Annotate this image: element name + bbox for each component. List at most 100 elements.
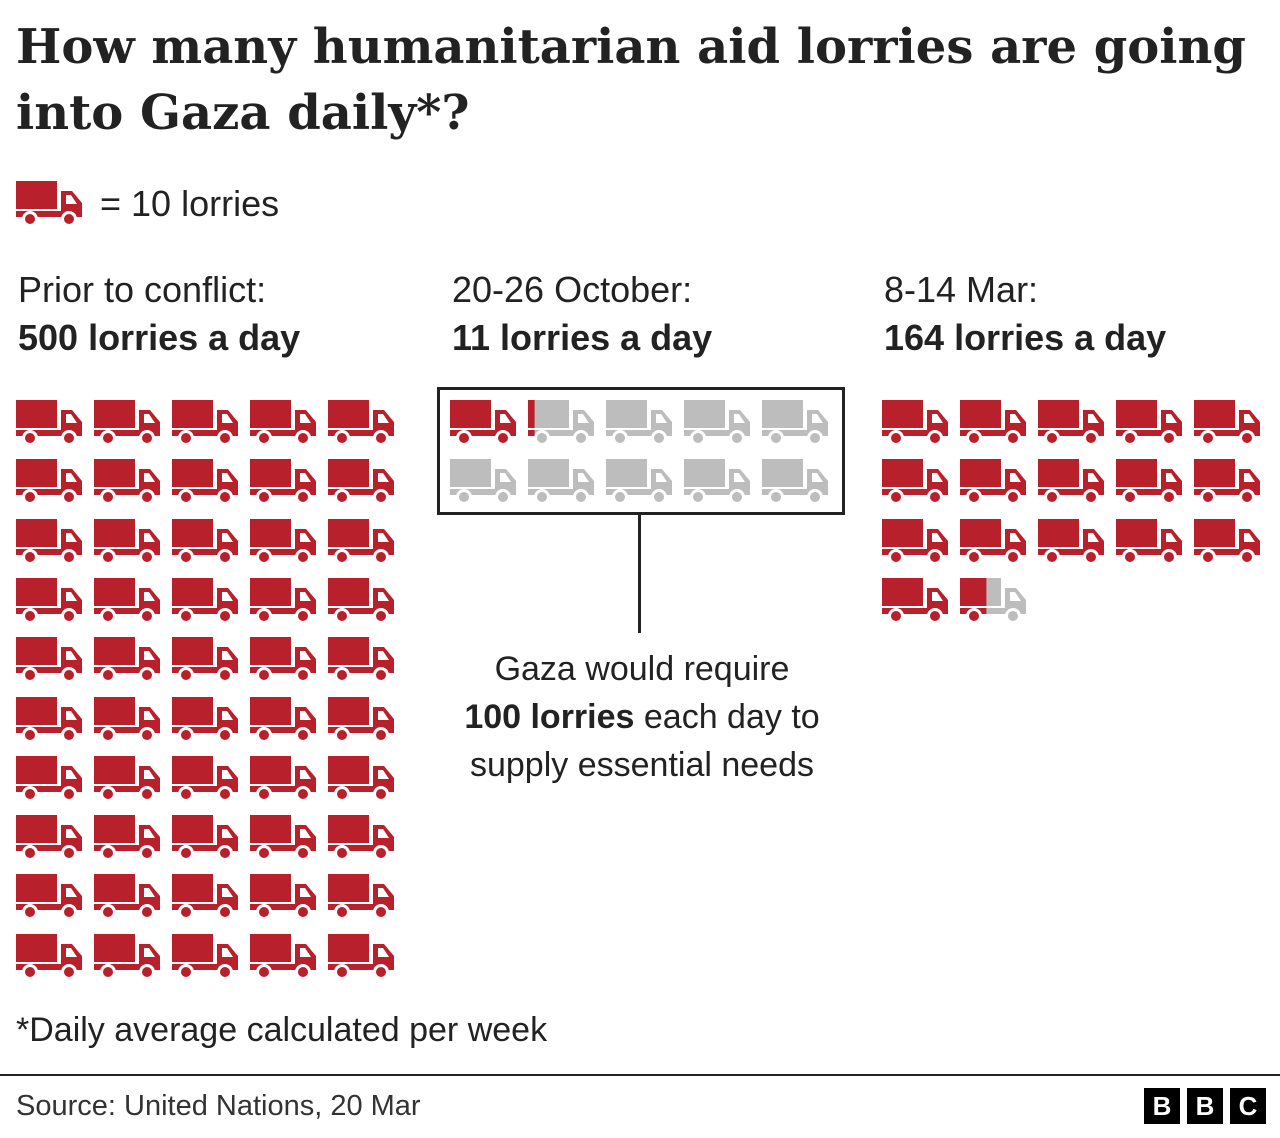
column-label: 20-26 October: [452, 269, 693, 310]
lorry-icon [94, 459, 160, 506]
lorry-icon [172, 577, 238, 624]
annotation-leader-line [638, 515, 641, 633]
reference-box [437, 387, 845, 515]
lorry-icon [250, 459, 316, 506]
lorry-icon [94, 518, 160, 565]
column-value: 500 lorries a day [18, 317, 301, 358]
lorry-icon [16, 637, 82, 684]
lorry-icon [250, 400, 316, 446]
lorry-icon [16, 696, 82, 743]
lorry-icon [960, 577, 1026, 624]
legend-key-text: = 10 lorries [100, 183, 280, 224]
lorry-icon [1038, 518, 1104, 565]
lorry-icon [684, 400, 750, 446]
lorry-icon [250, 518, 316, 565]
lorry-icon [172, 518, 238, 565]
annotation-note: Gaza would require 100 lorries each day … [432, 645, 852, 789]
column-value: 164 lorries a day [884, 317, 1167, 358]
lorry-icon [172, 755, 238, 802]
lorry-icon [1194, 518, 1260, 565]
legend-key: = 10 lorries [16, 180, 279, 228]
lorry-icon [1116, 400, 1182, 446]
column-heading-march: 8-14 Mar: 164 lorries a day [884, 266, 1166, 362]
lorry-icon [1038, 459, 1104, 506]
lorry-icon [16, 755, 82, 802]
logo-letter: B [1144, 1088, 1180, 1124]
column-heading-prior: Prior to conflict: 500 lorries a day [18, 266, 300, 362]
source-text: Source: United Nations, 20 Mar [16, 1090, 421, 1122]
column-value: 11 lorries a day [452, 317, 713, 358]
lorry-icon [250, 577, 316, 624]
lorry-icon [450, 459, 516, 506]
lorry-icon [450, 400, 516, 446]
lorry-icon [16, 874, 82, 921]
lorry-icon [250, 933, 316, 980]
lorry-icon [172, 696, 238, 743]
lorry-icon [606, 459, 672, 506]
column-label: Prior to conflict: [18, 269, 267, 310]
lorry-icon [762, 459, 828, 506]
footnote: *Daily average calculated per week [16, 1011, 548, 1049]
lorry-icon [94, 400, 160, 446]
lorry-icon [328, 933, 394, 980]
lorry-icon [16, 181, 82, 227]
lorry-icon [250, 637, 316, 684]
note-bold: 100 lorries [464, 698, 635, 736]
lorry-icon [94, 577, 160, 624]
lorry-icon [328, 874, 394, 921]
lorry-icon [16, 815, 82, 862]
lorry-icon [1116, 459, 1182, 506]
column-heading-october: 20-26 October: 11 lorries a day [452, 266, 712, 362]
lorry-icon [882, 400, 948, 446]
lorry-icon [172, 637, 238, 684]
lorry-icon [1116, 518, 1182, 565]
footer-divider [0, 1074, 1280, 1076]
lorry-icon [250, 696, 316, 743]
lorry-icon [606, 400, 672, 446]
lorry-icon [328, 755, 394, 802]
lorry-icon [16, 459, 82, 506]
lorry-icon [328, 696, 394, 743]
lorry-icon [328, 637, 394, 684]
logo-letter: B [1187, 1088, 1223, 1124]
lorry-icon [172, 815, 238, 862]
lorry-icon [94, 933, 160, 980]
lorry-icon [16, 400, 82, 446]
lorry-icon [762, 400, 828, 446]
lorry-icon [882, 577, 948, 624]
lorry-icon [684, 459, 750, 506]
lorry-icon [528, 400, 594, 446]
lorry-icon [250, 815, 316, 862]
logo-letter: C [1230, 1088, 1266, 1124]
lorry-icon [172, 400, 238, 446]
chart-title: How many humanitarian aid lorries are go… [16, 19, 1246, 141]
lorry-icon [882, 459, 948, 506]
lorry-icon [16, 518, 82, 565]
lorry-icon [328, 815, 394, 862]
note-line3: supply essential needs [469, 746, 814, 784]
lorry-icon [250, 755, 316, 802]
lorry-icon [1038, 400, 1104, 446]
lorry-icon [1194, 459, 1260, 506]
column-label: 8-14 Mar: [884, 269, 1039, 310]
lorry-icon [960, 459, 1026, 506]
lorry-icon [328, 518, 394, 565]
lorry-icon [16, 933, 82, 980]
lorry-icon [94, 874, 160, 921]
lorry-icon [328, 577, 394, 624]
lorry-icon [172, 874, 238, 921]
lorry-icon [1194, 400, 1260, 446]
lorry-icon [94, 815, 160, 862]
lorry-icon [172, 933, 238, 980]
bbc-logo: B B C [1144, 1088, 1266, 1124]
lorry-icon [960, 518, 1026, 565]
note-line1: Gaza would require [494, 650, 790, 688]
lorry-icon [172, 459, 238, 506]
lorry-icon [528, 459, 594, 506]
lorry-icon [250, 874, 316, 921]
lorry-icon [94, 637, 160, 684]
lorry-icon [328, 459, 394, 506]
lorry-icon [16, 577, 82, 624]
lorry-icon [960, 400, 1026, 446]
note-line2: each day to [634, 698, 820, 736]
